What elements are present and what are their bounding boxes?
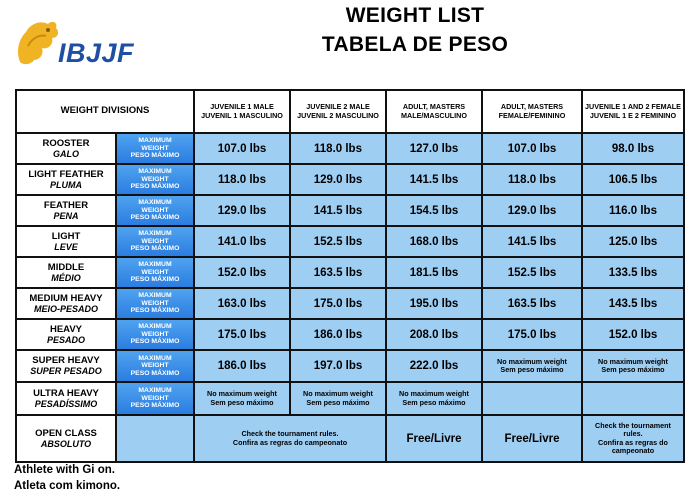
division-heavy: HEAVY PESADO <box>17 320 115 349</box>
weight-value: 175.0 lbs <box>291 289 385 318</box>
division-light-feather: LIGHT FEATHER PLUMA <box>17 165 115 194</box>
weight-value: 141.5 lbs <box>387 165 481 194</box>
max-weight-label: MAXIMUM WEIGHT PESO MÁXIMO <box>117 320 193 349</box>
division-rooster: ROOSTER GALO <box>17 134 115 163</box>
header-juvenile-1-male: JUVENILE 1 MALE JUVENIL 1 MASCULINO <box>195 91 289 132</box>
division-super-heavy: SUPER HEAVY SUPER PESADO <box>17 351 115 381</box>
division-ultra-heavy: ULTRA HEAVY PESADÍSSIMO <box>17 383 115 414</box>
weight-value: 208.0 lbs <box>387 320 481 349</box>
weight-value: 118.0 lbs <box>195 165 289 194</box>
check-rules-note: Check the tournament rules. Confira as re… <box>195 416 385 461</box>
weight-value: 152.0 lbs <box>583 320 683 349</box>
weight-value: 143.5 lbs <box>583 289 683 318</box>
no-max-weight-note: No maximum weight Sem peso máximo <box>583 351 683 381</box>
weight-value: 168.0 lbs <box>387 227 481 256</box>
no-max-weight-note: No maximum weight Sem peso máximo <box>291 383 385 414</box>
weight-value: 222.0 lbs <box>387 351 481 381</box>
division-medium-heavy: MEDIUM HEAVY MEIO-PESADO <box>17 289 115 318</box>
division-feather: FEATHER PENA <box>17 196 115 225</box>
empty-cell <box>583 383 683 414</box>
weight-value: 154.5 lbs <box>387 196 481 225</box>
max-weight-label: MAXIMUM WEIGHT PESO MÁXIMO <box>117 351 193 381</box>
note-gi-en: Athlete with Gi on. <box>14 464 115 476</box>
weight-value: 129.0 lbs <box>291 165 385 194</box>
weight-value: 107.0 lbs <box>483 134 581 163</box>
weight-value: 141.5 lbs <box>291 196 385 225</box>
weight-value: 197.0 lbs <box>291 351 385 381</box>
empty-cell <box>483 383 581 414</box>
no-max-weight-note: No maximum weight Sem peso máximo <box>483 351 581 381</box>
weight-value: 175.0 lbs <box>195 320 289 349</box>
weight-value: 186.0 lbs <box>195 351 289 381</box>
weight-value: 163.5 lbs <box>291 258 385 287</box>
header-adult-female: ADULT, MASTERS FEMALE/FEMININO <box>483 91 581 132</box>
max-weight-label: MAXIMUM WEIGHT PESO MÁXIMO <box>117 134 193 163</box>
weight-value: 152.0 lbs <box>195 258 289 287</box>
weight-value: 163.0 lbs <box>195 289 289 318</box>
weight-value: 181.5 lbs <box>387 258 481 287</box>
no-max-weight-note: No maximum weight Sem peso máximo <box>387 383 481 414</box>
max-weight-label: MAXIMUM WEIGHT PESO MÁXIMO <box>117 383 193 414</box>
max-weight-label: MAXIMUM WEIGHT PESO MÁXIMO <box>117 258 193 287</box>
weight-value: 152.5 lbs <box>291 227 385 256</box>
free-weight: Free/Livre <box>387 416 481 461</box>
header-adult-male: ADULT, MASTERS MALE/MASCULINO <box>387 91 481 132</box>
header-juvenile-2-male: JUVENILE 2 MALE JUVENIL 2 MASCULINO <box>291 91 385 132</box>
check-rules-note: Check the tournament rules. Confira as reg… <box>583 416 683 461</box>
logo-text: IBJJF <box>58 38 135 68</box>
weight-value: 127.0 lbs <box>387 134 481 163</box>
note-gi-pt: Atleta com kimono. <box>14 480 121 492</box>
weight-value: 186.0 lbs <box>291 320 385 349</box>
division-open-class: OPEN CLASS ABSOLUTO <box>17 416 115 461</box>
max-weight-label: MAXIMUM WEIGHT PESO MÁXIMO <box>117 196 193 225</box>
header-juvenile-female: JUVENILE 1 AND 2 FEMALE JUVENIL 1 E 2 FEM… <box>583 91 683 132</box>
weight-value: 116.0 lbs <box>583 196 683 225</box>
ibjjf-logo: IBJJF <box>12 16 162 68</box>
weight-value: 141.5 lbs <box>483 227 581 256</box>
weight-value: 152.5 lbs <box>483 258 581 287</box>
weight-value: 163.5 lbs <box>483 289 581 318</box>
header-weight-divisions: WEIGHT DIVISIONS <box>17 91 193 132</box>
max-weight-label: MAXIMUM WEIGHT PESO MÁXIMO <box>117 227 193 256</box>
weight-value: 195.0 lbs <box>387 289 481 318</box>
weight-value: 106.5 lbs <box>583 165 683 194</box>
weight-table: WEIGHT DIVISIONS JUVENILE 1 MALE JUVENIL … <box>15 89 685 463</box>
free-weight: Free/Livre <box>483 416 581 461</box>
weight-value: 141.0 lbs <box>195 227 289 256</box>
lion-icon <box>18 21 59 65</box>
weight-value: 125.0 lbs <box>583 227 683 256</box>
page-subtitle: TABELA DE PESO <box>321 33 509 56</box>
weight-value: 107.0 lbs <box>195 134 289 163</box>
max-weight-label: MAXIMUM WEIGHT PESO MÁXIMO <box>117 289 193 318</box>
weight-value: 133.5 lbs <box>583 258 683 287</box>
no-max-weight-note: No maximum weight Sem peso máximo <box>195 383 289 414</box>
weight-value: 175.0 lbs <box>483 320 581 349</box>
weight-value: 129.0 lbs <box>483 196 581 225</box>
weight-value: 129.0 lbs <box>195 196 289 225</box>
page-title: WEIGHT LIST <box>345 4 485 27</box>
division-middle: MIDDLE MÉDIO <box>17 258 115 287</box>
division-light: LIGHT LEVE <box>17 227 115 256</box>
max-weight-label: MAXIMUM WEIGHT PESO MÁXIMO <box>117 165 193 194</box>
weight-value: 118.0 lbs <box>483 165 581 194</box>
weight-value: 98.0 lbs <box>583 134 683 163</box>
empty-cell <box>117 416 193 461</box>
weight-value: 118.0 lbs <box>291 134 385 163</box>
